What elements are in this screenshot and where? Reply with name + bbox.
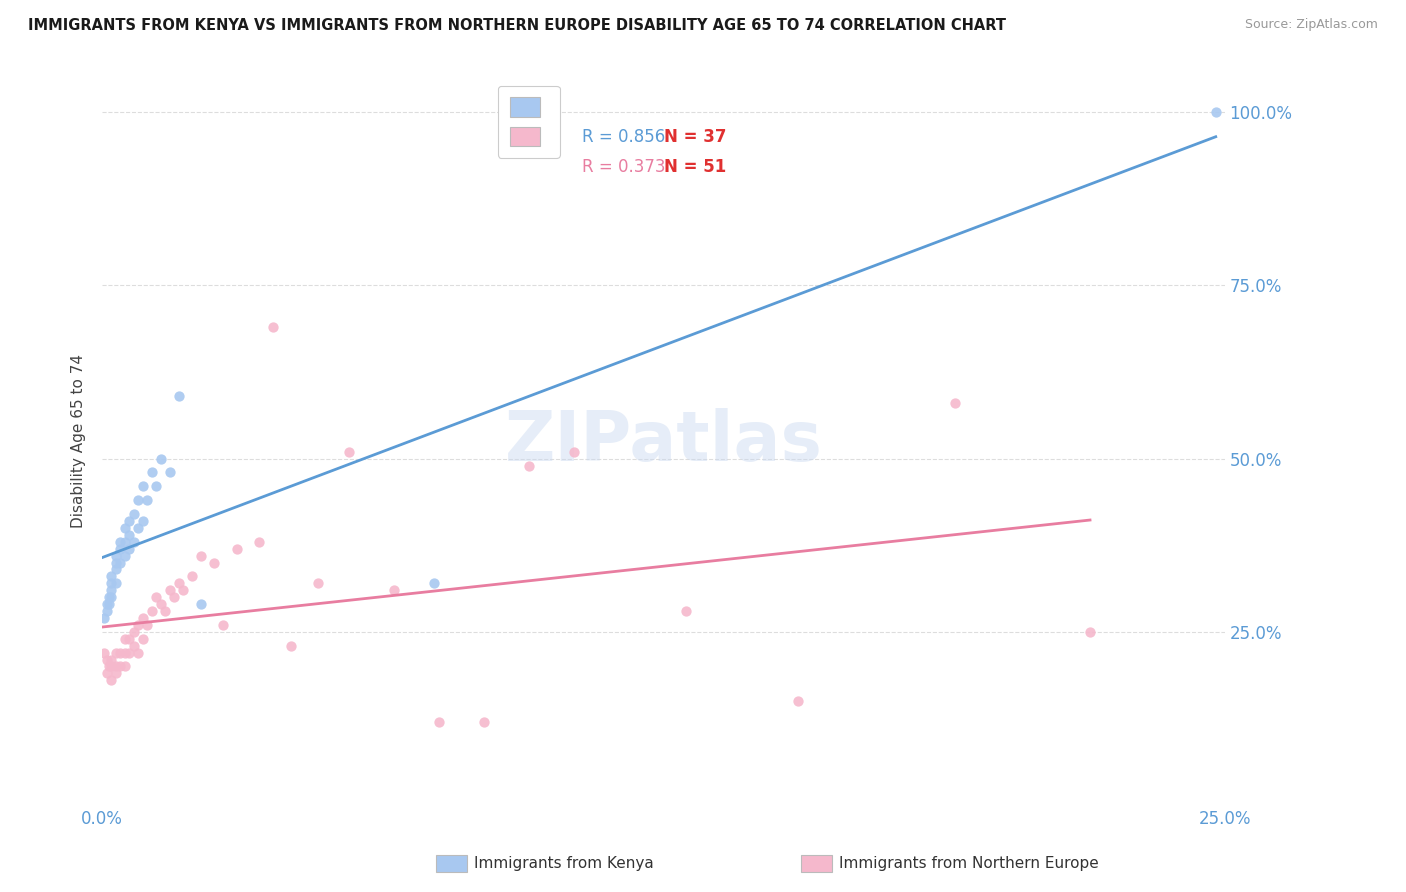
Point xyxy=(104,549,127,563)
Point xyxy=(104,562,127,576)
Point xyxy=(141,466,163,480)
Point xyxy=(100,652,122,666)
Point xyxy=(131,611,153,625)
Point xyxy=(114,521,136,535)
Point xyxy=(131,514,153,528)
Point xyxy=(122,507,145,521)
Point xyxy=(280,639,302,653)
Point xyxy=(100,590,122,604)
Point xyxy=(96,597,118,611)
Point xyxy=(226,541,249,556)
Text: Source: ZipAtlas.com: Source: ZipAtlas.com xyxy=(1244,18,1378,31)
Legend: , : , xyxy=(498,86,560,158)
Point xyxy=(108,646,131,660)
Point xyxy=(108,659,131,673)
Point xyxy=(100,673,122,688)
Point xyxy=(104,666,127,681)
Point xyxy=(114,632,136,646)
Point xyxy=(247,534,270,549)
Point xyxy=(136,618,159,632)
Point xyxy=(96,652,118,666)
Point xyxy=(108,534,131,549)
Point xyxy=(427,714,450,729)
Point xyxy=(472,714,495,729)
Point xyxy=(172,583,194,598)
Point xyxy=(114,646,136,660)
Text: N = 37: N = 37 xyxy=(664,128,727,146)
Point xyxy=(307,576,329,591)
Point xyxy=(141,604,163,618)
Point xyxy=(190,549,212,563)
Text: R = 0.373: R = 0.373 xyxy=(582,158,666,176)
Point xyxy=(159,583,181,598)
Point xyxy=(93,611,115,625)
Point xyxy=(118,646,141,660)
Point xyxy=(97,597,120,611)
Point xyxy=(108,556,131,570)
Point xyxy=(181,569,204,583)
Point xyxy=(100,583,122,598)
Y-axis label: Disability Age 65 to 74: Disability Age 65 to 74 xyxy=(72,354,86,528)
Point xyxy=(100,569,122,583)
Text: IMMIGRANTS FROM KENYA VS IMMIGRANTS FROM NORTHERN EUROPE DISABILITY AGE 65 TO 74: IMMIGRANTS FROM KENYA VS IMMIGRANTS FROM… xyxy=(28,18,1007,33)
Point xyxy=(122,624,145,639)
Point xyxy=(97,659,120,673)
Point xyxy=(1205,105,1227,120)
Text: Immigrants from Northern Europe: Immigrants from Northern Europe xyxy=(839,856,1099,871)
Point xyxy=(127,646,149,660)
Point xyxy=(100,659,122,673)
Point xyxy=(163,590,186,604)
Point xyxy=(104,556,127,570)
Point xyxy=(118,541,141,556)
Point xyxy=(114,549,136,563)
Point xyxy=(212,618,235,632)
Point xyxy=(127,618,149,632)
Text: ZIPatlas: ZIPatlas xyxy=(505,408,823,475)
Point xyxy=(104,576,127,591)
Point xyxy=(93,646,115,660)
Point xyxy=(1078,624,1101,639)
Point xyxy=(153,604,176,618)
Point xyxy=(127,493,149,508)
Point xyxy=(167,389,190,403)
Point xyxy=(122,534,145,549)
Point xyxy=(337,444,360,458)
Text: Immigrants from Kenya: Immigrants from Kenya xyxy=(474,856,654,871)
Point xyxy=(167,576,190,591)
Text: R = 0.856: R = 0.856 xyxy=(582,128,665,146)
Point xyxy=(562,444,585,458)
Point xyxy=(96,666,118,681)
Point xyxy=(145,590,167,604)
Point xyxy=(127,521,149,535)
Text: N = 51: N = 51 xyxy=(664,158,727,176)
Point xyxy=(114,659,136,673)
Point xyxy=(149,597,172,611)
Point xyxy=(104,659,127,673)
Point xyxy=(423,576,446,591)
Point xyxy=(118,632,141,646)
Point xyxy=(262,319,284,334)
Point xyxy=(108,541,131,556)
Point xyxy=(136,493,159,508)
Point xyxy=(96,604,118,618)
Point xyxy=(517,458,540,473)
Point xyxy=(100,576,122,591)
Point xyxy=(787,694,810,708)
Point xyxy=(149,451,172,466)
Point xyxy=(118,514,141,528)
Point xyxy=(104,646,127,660)
Point xyxy=(190,597,212,611)
Point xyxy=(118,528,141,542)
Point xyxy=(114,534,136,549)
Point xyxy=(159,466,181,480)
Point xyxy=(204,556,226,570)
Point xyxy=(122,639,145,653)
Point xyxy=(131,632,153,646)
Point xyxy=(131,479,153,493)
Point xyxy=(675,604,697,618)
Point xyxy=(97,590,120,604)
Point xyxy=(943,396,966,410)
Point xyxy=(382,583,405,598)
Point xyxy=(145,479,167,493)
